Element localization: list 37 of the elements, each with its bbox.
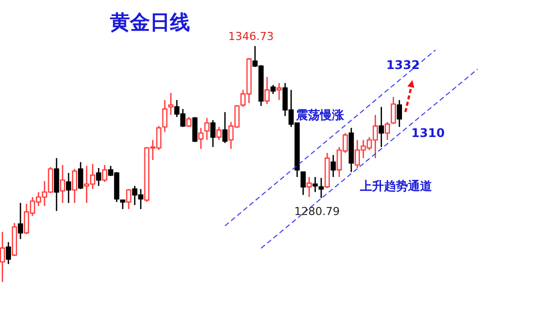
- candlestick: [198, 127, 204, 150]
- candlestick: [276, 82, 282, 101]
- candlestick: [210, 119, 216, 148]
- candlestick: [300, 171, 306, 196]
- candlestick: [186, 116, 192, 128]
- candlestick: [306, 176, 312, 198]
- candlestick: [6, 241, 12, 265]
- candlestick: [54, 157, 60, 212]
- candlestick: [216, 126, 222, 141]
- annotation: 1310: [411, 126, 445, 140]
- annotation: 1280.79: [294, 205, 340, 218]
- annotation: 上升趋势通道: [359, 179, 433, 193]
- candlestick: [126, 188, 132, 210]
- text: 1346.73: [228, 30, 274, 43]
- candlestick: [96, 167, 102, 187]
- candlestick: [330, 154, 336, 178]
- candlestick: [378, 106, 384, 148]
- candlestick: [264, 76, 270, 105]
- annotation: 震荡慢涨: [295, 108, 345, 122]
- candlestick: [312, 176, 318, 193]
- candlestick: [192, 116, 198, 143]
- candlestick: [318, 177, 324, 199]
- candlestick: [168, 92, 174, 116]
- candlestick: [66, 172, 72, 204]
- candlestick: [102, 164, 108, 183]
- candlestick: [222, 111, 228, 144]
- candlestick: [204, 117, 210, 141]
- candlestick: [78, 161, 84, 190]
- candlestick: [396, 99, 402, 128]
- candlestick: [18, 202, 24, 240]
- candlestick: [162, 99, 168, 133]
- candlestick: [390, 96, 396, 125]
- candlestick: [72, 168, 78, 204]
- annotation: 1332: [386, 58, 420, 72]
- chart-title: 黄金日线: [108, 10, 190, 34]
- candlestick: [384, 121, 390, 141]
- candlestick: [60, 164, 66, 204]
